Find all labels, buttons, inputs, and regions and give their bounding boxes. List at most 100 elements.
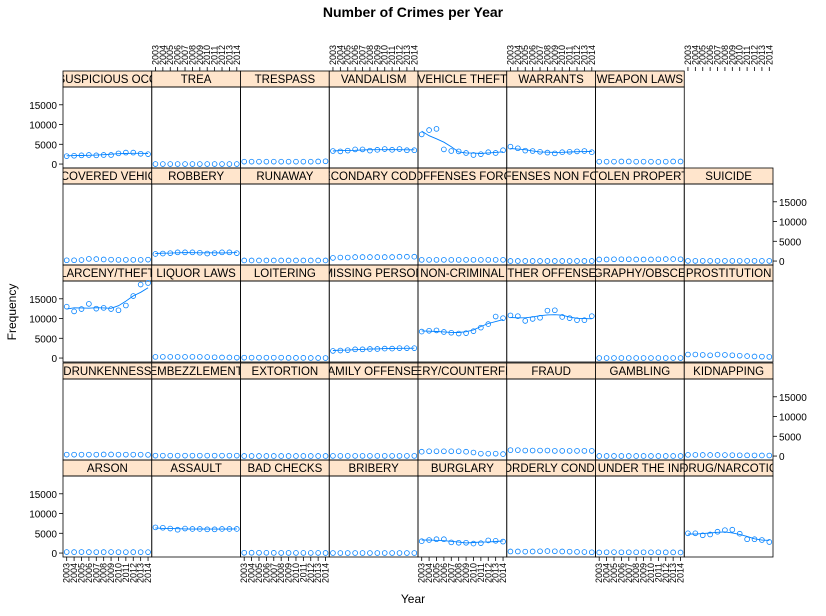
y-tick-label: 10000 bbox=[29, 121, 57, 132]
y-tick-label: 15000 bbox=[779, 198, 807, 209]
data-point bbox=[566, 315, 573, 321]
data-point bbox=[189, 452, 196, 459]
data-point bbox=[130, 257, 137, 263]
panel-strip-label: EXTORTION bbox=[252, 366, 319, 378]
data-point bbox=[677, 355, 684, 361]
data-point bbox=[278, 158, 284, 165]
data-point bbox=[699, 452, 706, 458]
data-point bbox=[152, 251, 159, 257]
data-point bbox=[123, 257, 129, 263]
data-point bbox=[478, 257, 484, 263]
data-point bbox=[507, 143, 514, 150]
y-tick-label: 0 bbox=[779, 452, 785, 463]
data-point bbox=[633, 158, 639, 165]
data-point bbox=[241, 549, 247, 556]
data-point bbox=[322, 550, 329, 556]
data-point bbox=[507, 258, 514, 264]
data-point bbox=[640, 453, 647, 459]
data-point bbox=[766, 539, 773, 545]
x-tick-label: 2014 bbox=[143, 563, 153, 583]
x-tick-label: 2009 bbox=[195, 45, 205, 65]
data-point bbox=[330, 453, 336, 459]
trend-line bbox=[332, 149, 415, 152]
panel-frame bbox=[506, 475, 596, 558]
data-point bbox=[115, 307, 122, 314]
data-point bbox=[426, 257, 432, 263]
data-point bbox=[167, 161, 174, 167]
data-point bbox=[389, 453, 395, 459]
data-point bbox=[322, 453, 329, 459]
x-tick-label: 2013 bbox=[313, 563, 323, 583]
data-point bbox=[197, 452, 203, 459]
data-point bbox=[515, 447, 521, 453]
data-point bbox=[677, 256, 684, 263]
data-point bbox=[507, 548, 514, 555]
data-point bbox=[611, 158, 617, 165]
x-tick-label: 2003 bbox=[239, 563, 249, 583]
trend-line bbox=[332, 347, 415, 351]
data-point bbox=[219, 452, 225, 459]
data-point bbox=[433, 126, 440, 132]
data-point bbox=[722, 258, 728, 264]
data-point bbox=[344, 550, 351, 556]
data-point bbox=[707, 531, 713, 538]
data-point bbox=[611, 256, 617, 263]
data-point bbox=[226, 161, 233, 167]
data-point bbox=[86, 256, 92, 262]
data-point bbox=[766, 258, 773, 264]
panel-frame bbox=[595, 475, 685, 558]
data-point bbox=[640, 256, 647, 263]
x-tick-label: 2006 bbox=[616, 563, 626, 583]
data-point bbox=[633, 549, 639, 556]
panel-strip-label: GAMBLING bbox=[610, 366, 671, 378]
x-tick-label: 2004 bbox=[424, 563, 434, 583]
data-point bbox=[315, 158, 321, 165]
x-tick-label: 2007 bbox=[91, 563, 101, 583]
data-point bbox=[559, 448, 566, 454]
x-tick-label: 2009 bbox=[550, 45, 560, 65]
data-point bbox=[63, 451, 70, 458]
data-point bbox=[559, 258, 566, 264]
panel-strip-label: DRUNKENNESS bbox=[63, 366, 152, 378]
data-point bbox=[611, 355, 617, 361]
data-point bbox=[204, 161, 211, 167]
data-point bbox=[441, 536, 447, 543]
data-point bbox=[485, 450, 492, 457]
x-tick-label: 2014 bbox=[587, 45, 597, 65]
data-point bbox=[426, 127, 432, 133]
data-point bbox=[574, 258, 580, 264]
data-point bbox=[463, 257, 469, 263]
x-tick-label: 2008 bbox=[365, 45, 375, 65]
data-point bbox=[322, 355, 329, 361]
x-tick-label: 2013 bbox=[491, 563, 501, 583]
x-tick-label: 2014 bbox=[321, 563, 331, 583]
data-point bbox=[618, 158, 625, 165]
data-point bbox=[315, 355, 321, 361]
x-tick-label: 2007 bbox=[180, 45, 190, 65]
data-point bbox=[270, 158, 277, 165]
data-point bbox=[766, 354, 773, 360]
data-point bbox=[522, 258, 529, 264]
data-point bbox=[174, 354, 181, 360]
data-point bbox=[381, 453, 388, 459]
x-tick-label: 2004 bbox=[690, 45, 700, 65]
x-tick-label: 2014 bbox=[498, 563, 508, 583]
data-point bbox=[86, 549, 92, 555]
x-tick-label: 2004 bbox=[247, 563, 257, 583]
data-point bbox=[692, 258, 699, 264]
data-point bbox=[544, 307, 551, 314]
data-point bbox=[455, 330, 462, 337]
panel-strip-label: WEAPON LAWS bbox=[597, 74, 684, 86]
data-point bbox=[263, 158, 270, 165]
data-point bbox=[160, 452, 166, 459]
data-point bbox=[625, 549, 632, 556]
data-point bbox=[685, 452, 691, 458]
data-point bbox=[256, 354, 262, 361]
data-point bbox=[307, 355, 314, 361]
data-point bbox=[256, 158, 262, 165]
data-point bbox=[300, 158, 307, 165]
panel-frame bbox=[417, 183, 508, 266]
data-point bbox=[515, 548, 521, 555]
panel-frame bbox=[595, 183, 685, 266]
